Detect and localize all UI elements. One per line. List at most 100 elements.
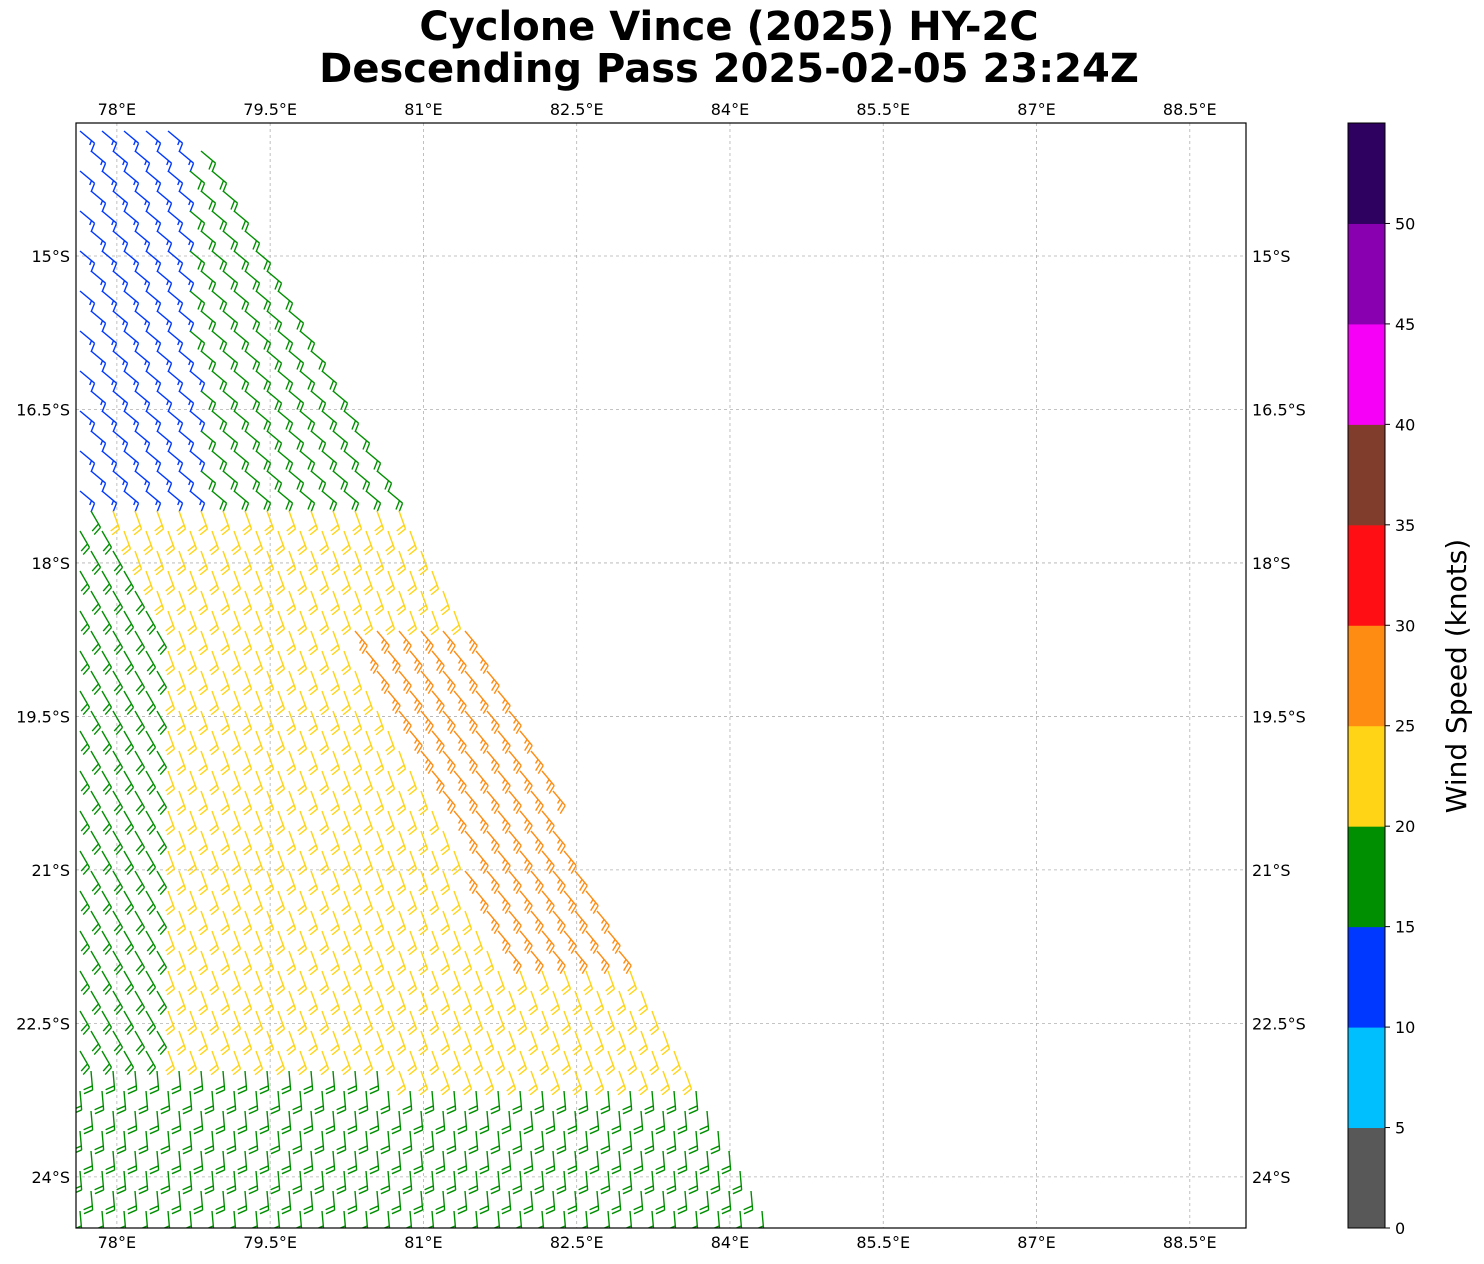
barb-staff: [354, 510, 363, 530]
barb-feather: [496, 988, 505, 996]
barb-staff: [288, 830, 297, 850]
barb-feather: [157, 763, 166, 772]
barb-half-feather: [490, 879, 495, 884]
wind-barb: [198, 830, 209, 856]
wind-barb: [424, 1130, 435, 1155]
barb-feather: [296, 320, 302, 330]
barb-feather: [513, 962, 520, 971]
wind-barb: [712, 1210, 721, 1228]
barb-half-feather: [391, 659, 396, 664]
barb-staff: [365, 610, 374, 630]
barb-feather: [578, 1149, 588, 1155]
wind-barb: [600, 1130, 611, 1155]
barb-feather: [154, 524, 163, 532]
barb-feather: [219, 420, 225, 430]
wind-barb: [94, 1170, 105, 1195]
barb-feather: [352, 884, 361, 892]
barb-staff: [178, 390, 195, 404]
wind-barb: [308, 590, 319, 616]
barb-feather: [331, 1048, 340, 1056]
barb-staff: [607, 1210, 611, 1228]
barb-feather: [515, 805, 522, 815]
barb-feather: [296, 360, 302, 370]
wind-barb: [396, 510, 407, 536]
barb-feather: [515, 765, 522, 775]
wind-barb: [407, 850, 418, 876]
barb-feather: [385, 1064, 394, 1072]
barb-staff: [343, 930, 352, 950]
wind-barb: [165, 930, 176, 956]
barb-feather: [611, 1209, 621, 1215]
barb-feather: [193, 1089, 203, 1095]
barb-feather: [165, 664, 174, 672]
wind-barb: [475, 730, 489, 755]
colorbar-bin: [1348, 323, 1385, 425]
wind-barb: [101, 130, 118, 153]
wind-barb: [385, 890, 396, 916]
barb-feather: [419, 928, 428, 936]
barb-feather: [264, 804, 273, 812]
barb-staff: [486, 1150, 490, 1170]
wind-barb: [457, 1190, 468, 1215]
barb-staff: [442, 950, 451, 970]
barb-feather: [559, 885, 566, 895]
barb-half-feather: [534, 759, 539, 764]
barb-feather: [233, 482, 239, 493]
barb-staff: [299, 1130, 303, 1150]
lon-tick-label-top: 81°E: [404, 100, 442, 119]
barb-feather: [127, 1169, 137, 1175]
barb-feather: [469, 642, 476, 651]
barb-feather: [263, 260, 269, 270]
barb-staff: [189, 530, 198, 550]
wind-barb: [226, 1130, 237, 1155]
barb-feather: [340, 480, 346, 490]
barb-staff: [79, 450, 96, 464]
barb-feather: [375, 968, 384, 976]
barb-staff: [200, 150, 217, 164]
barb-staff: [464, 990, 473, 1010]
wind-barb: [668, 1210, 677, 1228]
barb-staff: [310, 990, 319, 1010]
wind-barb: [567, 1110, 578, 1135]
barb-feather: [309, 808, 318, 816]
barb-feather: [127, 1209, 137, 1215]
wind-barb: [275, 930, 286, 956]
wind-barb: [666, 1170, 677, 1195]
barb-feather: [135, 643, 144, 652]
barb-feather: [424, 1149, 434, 1155]
barb-feather: [113, 1043, 122, 1052]
barb-staff: [651, 1170, 655, 1190]
barb-staff: [387, 530, 396, 550]
wind-barb: [310, 390, 327, 413]
barb-staff: [519, 810, 533, 827]
barb-staff: [101, 690, 113, 708]
barb-feather: [331, 728, 340, 736]
barb-feather: [176, 644, 185, 652]
barb-half-feather: [479, 859, 484, 864]
barb-half-feather: [122, 280, 126, 286]
wind-barb: [193, 1070, 204, 1095]
barb-feather: [159, 1006, 168, 1016]
barb-feather: [113, 723, 122, 732]
barb-feather: [424, 1145, 434, 1151]
colorbar-bin: [1348, 625, 1385, 727]
barb-half-feather: [166, 320, 170, 326]
barb-feather: [288, 422, 294, 433]
barb-staff: [255, 610, 264, 630]
lat-tick-label-right: 16.5°S: [1252, 400, 1306, 419]
barb-feather: [419, 1008, 428, 1016]
barb-staff: [442, 1070, 451, 1090]
wind-barb: [319, 530, 330, 556]
barb-feather: [557, 842, 564, 851]
barb-feather: [380, 1185, 390, 1191]
wind-barb: [552, 790, 566, 815]
wind-barb: [145, 650, 157, 676]
barb-feather: [660, 1084, 669, 1092]
barb-staff: [409, 530, 418, 550]
barb-staff: [90, 190, 107, 204]
wind-barb: [123, 930, 135, 956]
barb-feather: [90, 222, 96, 233]
barb-feather: [655, 1129, 665, 1135]
wind-barb: [418, 1030, 429, 1056]
colorbar-bin: [1348, 826, 1385, 928]
